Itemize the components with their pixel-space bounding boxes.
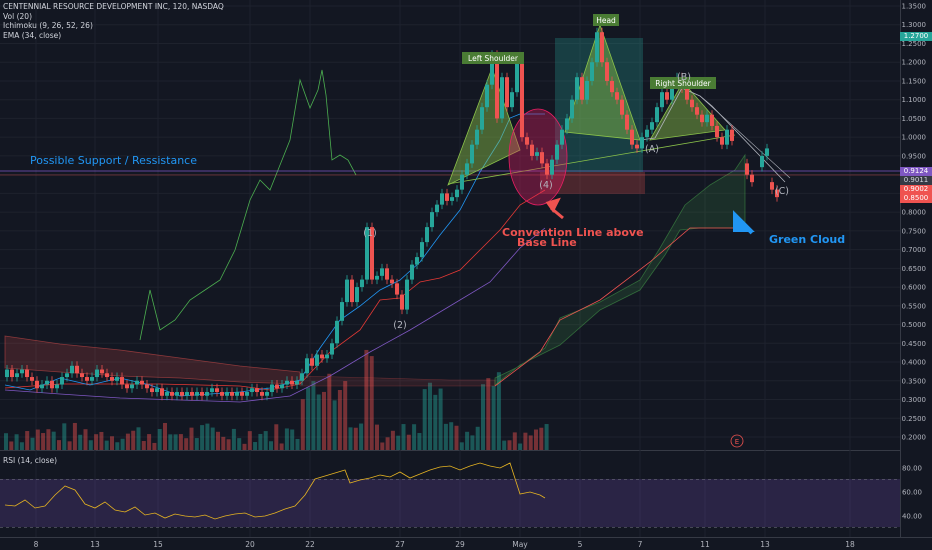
time-tick: 13 <box>90 540 100 549</box>
price-tag-green: 1.2700 <box>900 32 932 41</box>
rsi-line <box>4 462 546 520</box>
price-tick: 0.5500 <box>902 302 927 310</box>
price-tick: 0.2000 <box>902 434 927 442</box>
wave-c-label[interactable]: (C) <box>775 186 789 197</box>
rsi-band <box>0 479 900 527</box>
symbol-title[interactable]: CENTENNIAL RESOURCE DEVELOPMENT INC, 120… <box>3 2 224 11</box>
time-tick: 5 <box>578 540 583 549</box>
time-tick: 18 <box>845 540 855 549</box>
price-tick: 0.6000 <box>902 284 927 292</box>
svg-text:Head: Head <box>596 16 616 25</box>
svg-text:E: E <box>735 438 739 446</box>
green-cloud <box>494 153 746 386</box>
risk-box <box>540 172 645 194</box>
wave-1-label[interactable]: (1) <box>363 228 376 239</box>
chart-legend: CENTENNIAL RESOURCE DEVELOPMENT INC, 120… <box>3 2 224 40</box>
price-tick: 1.2500 <box>902 40 927 48</box>
rsi-pane[interactable] <box>0 451 900 537</box>
price-tick: 0.4000 <box>902 359 927 367</box>
blue-arrow-icon <box>733 210 755 235</box>
right-shoulder-triangle <box>649 81 726 141</box>
time-tick: 20 <box>245 540 255 549</box>
price-tick: 1.3000 <box>902 21 927 29</box>
time-tick: 29 <box>455 540 465 549</box>
earnings-marker[interactable]: E <box>730 434 744 448</box>
price-tick: 0.7500 <box>902 227 927 235</box>
price-tick: 0.6500 <box>902 265 927 273</box>
base-line-label[interactable]: Base Line <box>517 236 577 249</box>
price-tick: 0.3000 <box>902 396 927 404</box>
indicator-volume[interactable]: Vol (20) <box>3 11 33 21</box>
price-tick: 0.8000 <box>902 209 927 217</box>
price-tick: 0.2500 <box>902 415 927 423</box>
price-tick: 0.3500 <box>902 377 927 385</box>
time-tick: 22 <box>305 540 315 549</box>
svg-text:Left Shoulder: Left Shoulder <box>468 54 519 63</box>
support-label[interactable]: Possible Support / Ressistance <box>30 154 197 167</box>
price-tick: 0.5000 <box>902 321 927 329</box>
price-tick: 0.7000 <box>902 246 927 254</box>
green-cloud-edge <box>494 227 745 387</box>
time-tick: 7 <box>638 540 643 549</box>
candlesticks <box>5 27 779 401</box>
price-tick: 1.3500 <box>902 3 927 11</box>
price-tick: 1.0500 <box>902 115 927 123</box>
wave-2-label[interactable]: (2) <box>393 320 406 331</box>
time-axis[interactable]: 8 13 15 20 22 27 29 May 5 7 11 13 18 <box>34 540 855 549</box>
time-tick: May <box>512 540 528 549</box>
neckline <box>447 134 736 185</box>
grid-lines <box>0 0 900 537</box>
time-tick: 8 <box>34 540 39 549</box>
rsi-axis[interactable]: 80.00 60.00 40.00 <box>902 465 922 521</box>
left-shoulder-tag[interactable]: Left Shoulder <box>462 52 524 64</box>
price-tag-purple: 0.9124 <box>900 167 932 176</box>
convention-line-label[interactable]: Convention Line above <box>502 226 644 239</box>
time-tick: 15 <box>153 540 163 549</box>
price-pane[interactable] <box>0 0 900 450</box>
price-tag-red: 0.9002 <box>900 185 932 194</box>
price-axis[interactable]: 1.3500 1.3000 1.2500 1.2000 1.1500 1.1000 1.05… <box>902 3 927 442</box>
volume-bars <box>4 349 549 450</box>
red-arrow-icon <box>545 197 564 220</box>
wave-a-label[interactable]: (A) <box>645 144 659 155</box>
price-tick: 1.2000 <box>902 59 927 67</box>
svg-text:Right Shoulder: Right Shoulder <box>655 79 711 88</box>
lagging-span <box>139 69 357 341</box>
price-tick: 1.0000 <box>902 134 927 142</box>
time-tick: 13 <box>760 540 770 549</box>
time-tick: 11 <box>700 540 710 549</box>
price-tick: 0.9500 <box>902 152 927 160</box>
price-tag-red-2: 0.8500 <box>900 194 932 203</box>
ema-line <box>4 227 546 403</box>
price-tick: 0.4500 <box>902 340 927 348</box>
price-tick: 1.1500 <box>902 77 927 85</box>
wave-b-label[interactable]: (B) <box>677 72 691 83</box>
right-shoulder-tag[interactable]: Right Shoulder <box>650 77 716 89</box>
channel-line <box>699 95 791 179</box>
price-tag-grey: 0.9011 <box>900 176 932 185</box>
rsi-tick: 60.00 <box>902 489 922 497</box>
time-tick: 27 <box>395 540 405 549</box>
indicator-ichimoku[interactable]: Ichimoku (9, 26, 52, 26) <box>3 21 93 30</box>
abc-path <box>639 87 786 183</box>
indicator-ema[interactable]: EMA (34, close) <box>3 30 62 40</box>
wave-4-label[interactable]: (4) <box>539 180 552 191</box>
rsi-label[interactable]: RSI (14, close) <box>3 456 58 465</box>
head-tag[interactable]: Head <box>593 14 619 26</box>
price-tick: 1.1000 <box>902 96 927 104</box>
rsi-tick: 40.00 <box>902 513 922 521</box>
green-cloud-label[interactable]: Green Cloud <box>769 233 845 246</box>
rsi-tick: 80.00 <box>902 465 922 473</box>
